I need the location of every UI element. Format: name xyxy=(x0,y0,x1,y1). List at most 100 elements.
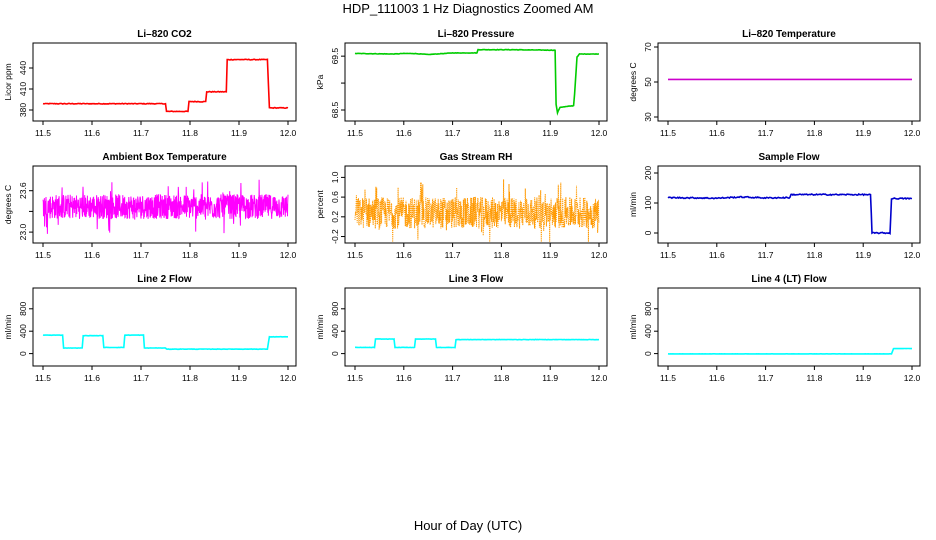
plot-frame xyxy=(657,165,921,244)
x-tick-label: 12.0 xyxy=(280,373,297,383)
x-tick-label: 11.6 xyxy=(709,128,725,138)
plot-frame xyxy=(657,42,921,122)
x-tick-label: 11.6 xyxy=(396,373,412,383)
plot-frame xyxy=(344,42,608,122)
series-line-sflow xyxy=(667,192,913,235)
x-tick-label: 11.9 xyxy=(542,250,558,260)
series-line-line2 xyxy=(42,334,288,351)
x-tick-label: 11.6 xyxy=(709,373,725,383)
plot-title: Line 2 Flow xyxy=(137,274,192,285)
y-axis-label: ml/min xyxy=(628,192,638,217)
y-tick-label: 0 xyxy=(643,351,653,356)
plot-frame xyxy=(32,287,297,367)
x-tick-label: 11.8 xyxy=(182,250,198,260)
x-tick-label: 11.7 xyxy=(445,128,461,138)
plot-frame xyxy=(344,287,608,367)
x-tick-label: 12.0 xyxy=(904,373,921,383)
x-tick-label: 11.9 xyxy=(542,128,558,138)
plot-rh: Gas Stream RH percent -0.2 0.2 0.6 1.0 11.5 11.… xyxy=(315,152,608,260)
y-tick-label: 50 xyxy=(643,77,653,87)
y-tick-label: 30 xyxy=(643,112,653,122)
y-axis-label: ml/min xyxy=(628,314,638,339)
x-tick-label: 11.7 xyxy=(445,250,461,260)
x-tick-label: 11.5 xyxy=(347,373,363,383)
y-axis-label: percent xyxy=(315,190,325,219)
plot-title: Ambient Box Temperature xyxy=(102,152,227,163)
x-tick-label: 11.9 xyxy=(855,250,871,260)
x-tick-label: 11.6 xyxy=(84,128,100,138)
x-tick-label: 11.8 xyxy=(806,373,822,383)
x-tick-label: 11.6 xyxy=(84,373,100,383)
y-axis-label: ml/min xyxy=(3,314,13,339)
x-tick-label: 11.6 xyxy=(396,250,412,260)
page-title: HDP_111003 1 Hz Diagnostics Zoomed AM xyxy=(342,1,594,16)
plot-frame xyxy=(657,287,921,367)
plot-line4: Line 4 (LT) Flow ml/min 0 400 800 11.5 11.6 11.… xyxy=(628,274,921,383)
x-tick-label: 11.5 xyxy=(660,250,676,260)
y-tick-label: 23.0 xyxy=(18,224,28,241)
x-tick-label: 11.5 xyxy=(347,250,363,260)
x-tick-label: 12.0 xyxy=(591,373,608,383)
y-tick-label: 410 xyxy=(18,82,28,96)
y-axis-label: degrees C xyxy=(628,62,638,101)
y-tick-label: 0.6 xyxy=(330,191,340,203)
x-tick-label: 11.9 xyxy=(231,128,247,138)
plot-temp: Li–820 Temperature degrees C 30 50 70 11.5 11.… xyxy=(628,29,921,138)
x-tick-label: 11.5 xyxy=(35,373,51,383)
y-tick-label: 800 xyxy=(18,301,28,315)
x-tick-label: 11.6 xyxy=(396,128,412,138)
y-axis-label: degrees C xyxy=(3,185,13,224)
series-line-co2 xyxy=(42,58,289,113)
plot-frame xyxy=(32,165,297,244)
x-tick-label: 11.8 xyxy=(493,373,509,383)
x-tick-label: 11.9 xyxy=(231,250,247,260)
y-tick-label: 69.5 xyxy=(330,48,340,65)
plot-line3: Line 3 Flow ml/min 0 400 800 11.5 11.6 11.7 11.8… xyxy=(315,274,608,383)
series-line-pressure xyxy=(354,48,599,116)
x-tick-label: 11.9 xyxy=(231,373,247,383)
x-tick-label: 11.8 xyxy=(806,128,822,138)
plot-frame xyxy=(344,165,608,244)
x-tick-label: 11.7 xyxy=(758,373,774,383)
plot-line2: Line 2 Flow ml/min 0 400 800 11.5 11.6 11.7 11.8… xyxy=(3,274,297,383)
y-tick-label: 23.6 xyxy=(18,182,28,199)
x-tick-label: 11.8 xyxy=(493,250,509,260)
x-tick-label: 12.0 xyxy=(280,250,297,260)
x-axis-label: Hour of Day (UTC) xyxy=(413,518,523,533)
y-tick-label: 68.5 xyxy=(330,101,340,118)
plot-title: Line 4 (LT) Flow xyxy=(751,274,827,285)
x-tick-label: 11.9 xyxy=(542,373,558,383)
x-tick-label: 11.7 xyxy=(758,250,774,260)
series-line-line3 xyxy=(355,337,600,349)
x-tick-label: 11.5 xyxy=(660,373,676,383)
plot-frame xyxy=(32,42,297,122)
y-tick-label: 0.2 xyxy=(330,211,340,223)
plot-title: Li–820 CO2 xyxy=(137,29,192,40)
y-tick-label: 800 xyxy=(330,301,340,315)
plot-pressure: Li–820 Pressure kPa 68.5 69.5 11.5 11.6 11.7 11… xyxy=(315,29,608,138)
y-tick-label: 70 xyxy=(643,42,653,52)
plot-title: Li–820 Pressure xyxy=(438,29,515,40)
x-tick-label: 11.7 xyxy=(133,250,149,260)
plot-title: Gas Stream RH xyxy=(440,152,513,163)
x-tick-label: 11.5 xyxy=(347,128,363,138)
x-tick-label: 11.7 xyxy=(133,373,149,383)
x-tick-label: 11.5 xyxy=(35,250,51,260)
x-tick-label: 12.0 xyxy=(591,128,608,138)
plot-title: Sample Flow xyxy=(758,152,819,163)
y-axis-label: Licor ppm xyxy=(3,63,13,100)
y-tick-label: 100 xyxy=(643,196,653,210)
x-tick-label: 12.0 xyxy=(904,250,921,260)
series-line-rh xyxy=(354,179,600,243)
y-tick-label: 0 xyxy=(643,230,653,235)
x-tick-label: 11.5 xyxy=(35,128,51,138)
x-tick-label: 11.7 xyxy=(445,373,461,383)
x-tick-label: 11.8 xyxy=(493,128,509,138)
x-tick-label: 11.8 xyxy=(182,128,198,138)
y-tick-label: 800 xyxy=(643,301,653,315)
y-tick-label: 440 xyxy=(18,61,28,75)
x-tick-label: 12.0 xyxy=(591,250,608,260)
y-tick-label: 0 xyxy=(330,351,340,356)
x-tick-label: 11.5 xyxy=(660,128,676,138)
